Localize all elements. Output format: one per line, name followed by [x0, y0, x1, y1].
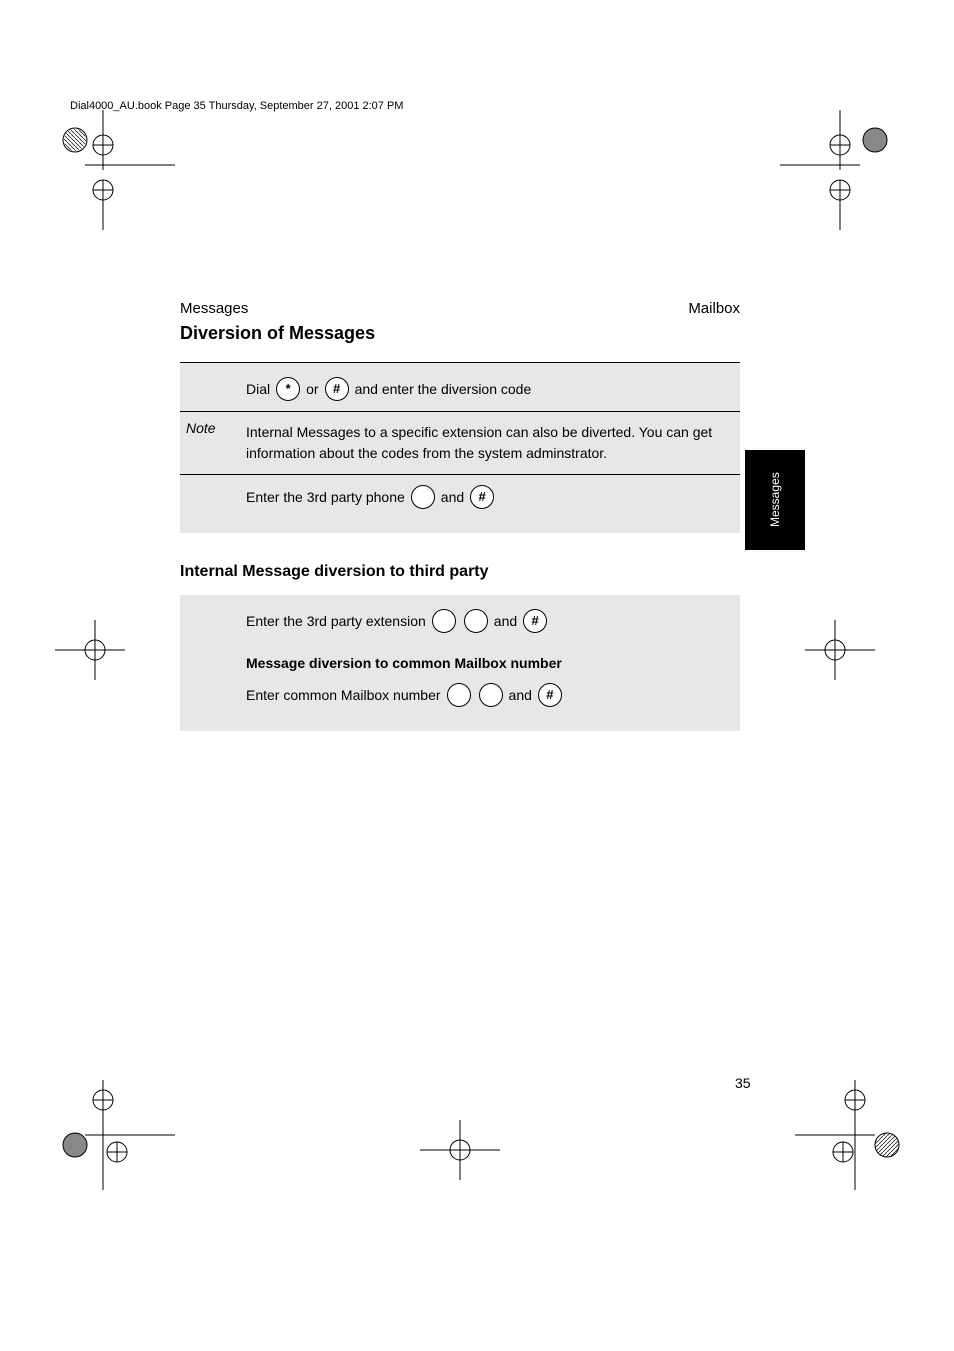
crop-mark-bot-center: [420, 1120, 500, 1180]
crop-mark-bot-right: [795, 1080, 915, 1200]
text: Dial: [246, 379, 270, 400]
doc-meta: Dial4000_AU.book Page 35 Thursday, Septe…: [70, 100, 403, 112]
key-generic: [411, 485, 435, 509]
text: and enter the diversion code: [355, 379, 532, 400]
text: Enter the 3rd party phone: [246, 487, 405, 508]
page-content: Messages Mailbox Diversion of Messages D…: [180, 300, 740, 731]
text: and: [494, 611, 517, 632]
text: and: [509, 685, 532, 706]
page-number: 35: [735, 1075, 751, 1091]
key-hash: #: [470, 485, 494, 509]
key-star: *: [276, 377, 300, 401]
key-generic: [447, 683, 471, 707]
key-hash: #: [538, 683, 562, 707]
header-left: Messages: [180, 300, 248, 317]
key-generic: [432, 609, 456, 633]
note-text: Internal Messages to a specific extensio…: [246, 422, 740, 464]
subheading-common-mailbox: Message diversion to common Mailbox numb…: [246, 655, 740, 671]
crop-mark-top-left: [55, 110, 175, 230]
crop-mark-mid-left: [55, 620, 135, 680]
crop-mark-bot-left: [55, 1080, 175, 1200]
instruction-box-2: Enter the 3rd party extension and # Mess…: [180, 595, 740, 731]
subheading-internal-diversion: Internal Message diversion to third part…: [180, 563, 740, 581]
key-generic: [464, 609, 488, 633]
note-label: Note: [180, 420, 246, 436]
header-right: Mailbox: [688, 300, 740, 317]
section-title: Diversion of Messages: [180, 323, 740, 344]
key-generic: [479, 683, 503, 707]
text: Enter common Mailbox number: [246, 685, 441, 706]
instruction-box-1: Dial * or # and enter the diversion code…: [180, 362, 740, 533]
crop-mark-top-right: [780, 110, 900, 230]
text: and: [441, 487, 464, 508]
text: or: [306, 379, 318, 400]
crop-mark-mid-right: [795, 620, 875, 680]
key-hash: #: [523, 609, 547, 633]
side-tab-messages: Messages: [745, 450, 805, 550]
key-hash: #: [325, 377, 349, 401]
text: Enter the 3rd party extension: [246, 611, 426, 632]
